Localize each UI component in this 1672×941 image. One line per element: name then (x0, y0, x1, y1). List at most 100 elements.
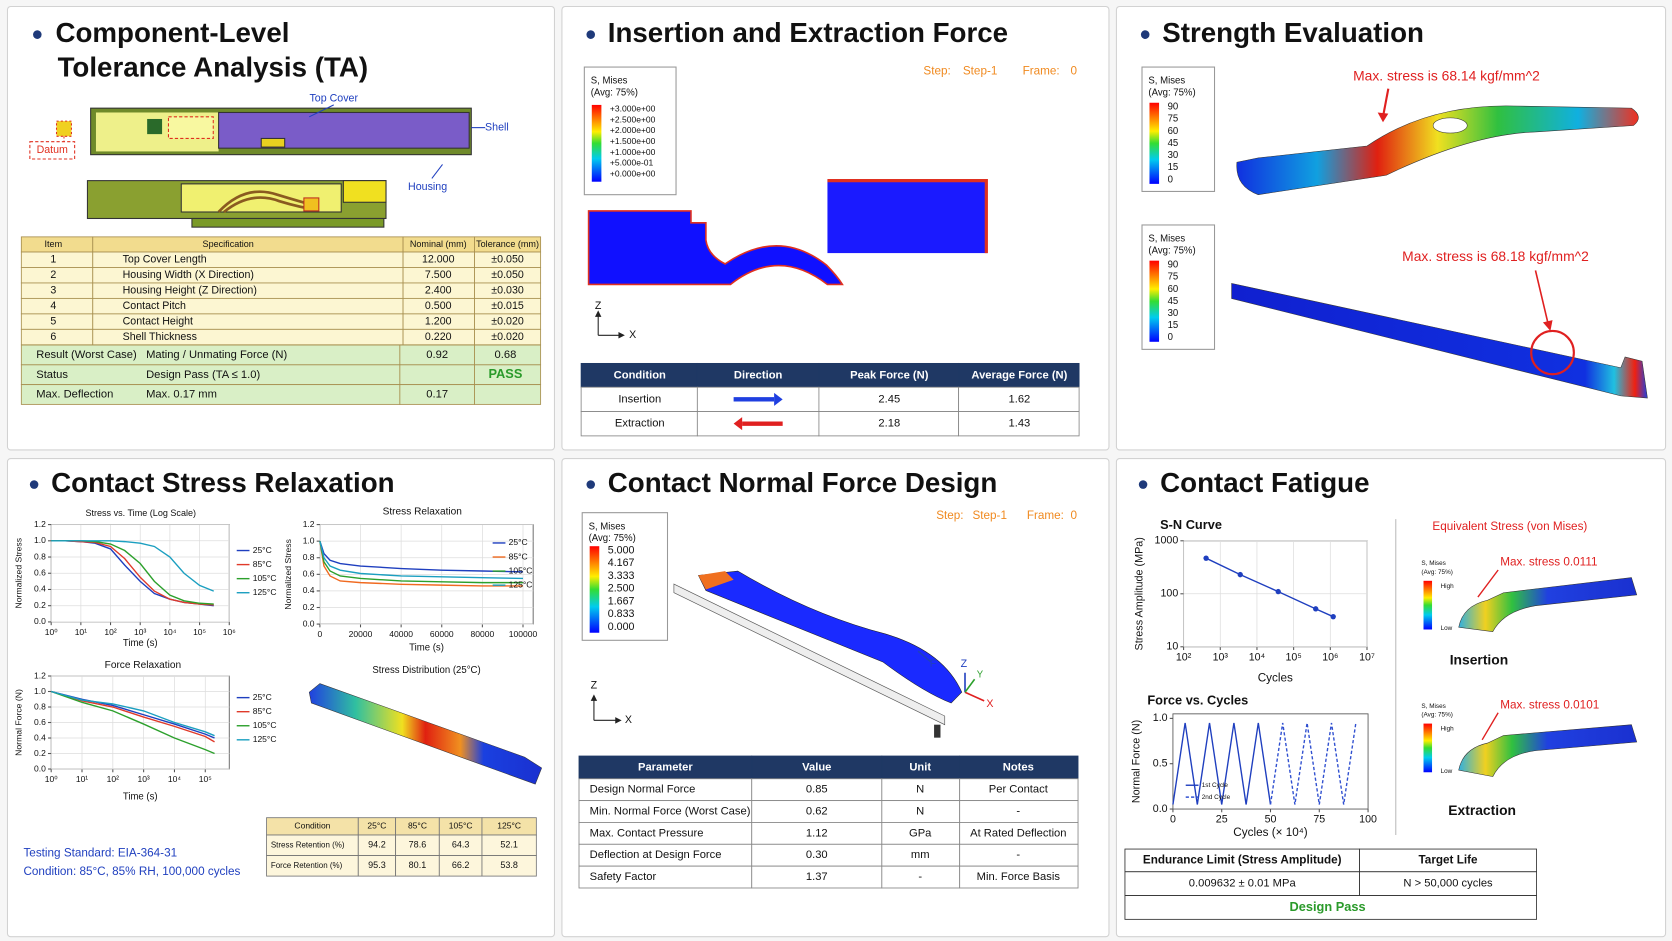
step: Step-1 (972, 508, 1007, 522)
legend-title: S, Mises (591, 76, 628, 87)
fea-model (1231, 88, 1648, 399)
series-line (50, 690, 215, 743)
x-tick-label: 100000 (509, 629, 538, 639)
x-tick-label: 10⁴ (163, 627, 176, 637)
table-header: Condition (294, 821, 330, 831)
bullet (29, 480, 39, 489)
table-cell-text: Contact Height (123, 315, 193, 327)
table-cell-text: - (918, 871, 922, 883)
y-axis-label: Normal Force (N) (14, 689, 24, 756)
table-cell-text: 95.3 (368, 860, 386, 870)
table-header: Nominal (mm) (410, 239, 467, 249)
legend-label: 85°C (253, 706, 272, 716)
legend-label: 60 (1168, 284, 1179, 295)
table-cell (20, 251, 94, 268)
figure-title: Equivalent Stress (von Mises) (1432, 519, 1587, 533)
legend-label: +2.000e+00 (610, 125, 656, 135)
y-tick-label: 0.6 (34, 717, 46, 727)
x-tick-label: 10³ (1213, 651, 1229, 663)
data-point (1237, 571, 1243, 578)
series-line (51, 540, 214, 592)
table-cell-text: GPa (909, 827, 932, 839)
table-cell-text: 0.92 (426, 349, 448, 361)
series-line (319, 541, 523, 587)
table-cell (474, 384, 542, 405)
callout: Housing (408, 181, 447, 193)
legend-subtitle: (Avg: 75%) (1421, 712, 1453, 719)
legend-label: 90 (1168, 102, 1179, 113)
table-cell (959, 865, 1079, 889)
step-label: Step: (923, 63, 950, 77)
table-header: 105°C (449, 821, 473, 831)
legend-label: 3.333 (608, 570, 635, 582)
legend-label: 105°C (253, 720, 277, 730)
x-tick-label: 25 (1216, 814, 1228, 826)
color-bar (1423, 580, 1433, 630)
table-cell-text: Top Cover Length (123, 254, 207, 266)
legend-label: 15 (1168, 320, 1179, 331)
panel-title: Contact Stress Relaxation (51, 467, 394, 498)
table-header: 25°C (367, 821, 386, 831)
table-cell-text: At Rated Deflection (970, 827, 1066, 839)
table-cell-text: 0.30 (806, 849, 828, 861)
table-cell-text: 2 (50, 269, 56, 281)
table-cell-text: 0.68 (495, 349, 517, 361)
y-tick-label: 10 (1166, 641, 1178, 653)
legend-label: 105°C (509, 565, 533, 575)
y-tick-label: 100 (1160, 588, 1178, 600)
y-tick-label: 0.2 (34, 748, 46, 758)
table-header: 125°C (497, 821, 521, 831)
panel-title: Component-Level (55, 17, 289, 48)
table-cell-text: 2.400 (425, 285, 452, 297)
frame-label: Frame: (1023, 63, 1060, 77)
annotation: Max. stress 0.0101 (1500, 697, 1599, 711)
bullet (586, 480, 595, 489)
x-tick-label: 50 (1265, 814, 1277, 826)
figure-title: Stress Distribution (25°C) (372, 665, 480, 676)
fea-model (587, 179, 988, 339)
x-tick-label: 10² (104, 627, 116, 637)
fea-model (1458, 569, 1638, 777)
y-axis-label: Stress Amplitude (MPa) (1134, 537, 1146, 650)
legend-title: S, Mises (1421, 560, 1446, 567)
table-cell-text: 7.500 (425, 269, 452, 281)
table-header: Tolerance (mm) (476, 239, 539, 249)
series-line (319, 541, 523, 584)
table-cell-text: 1.12 (806, 827, 828, 839)
legend-label: 60 (1168, 126, 1179, 137)
table-cell-text: 6 (50, 331, 56, 343)
callout: Datum (37, 144, 68, 156)
table-cell-text: ±0.030 (491, 285, 524, 297)
chart-title: Force vs. Cycles (1147, 692, 1248, 707)
legend-label: 75 (1168, 114, 1179, 125)
step: Step-1 (963, 63, 998, 77)
x-tick-label: 10⁰ (45, 774, 58, 784)
annotation: Max. stress 0.0111 (1500, 555, 1597, 569)
x-axis-label: Cycles (1258, 670, 1293, 684)
table-cell-text: Force Retention (%) (271, 861, 343, 870)
legend-label: 0 (1168, 174, 1173, 185)
table-cell-text: - (1016, 849, 1020, 861)
legend-label: 25°C (253, 692, 272, 702)
color-bar (1149, 260, 1160, 342)
fea-model (308, 683, 543, 785)
table-cell (818, 386, 960, 412)
frame: 0 (1071, 508, 1078, 522)
x-tick-label: 10⁵ (1286, 651, 1302, 663)
table-header: Unit (909, 761, 931, 773)
x-tick-label: 10⁷ (1359, 651, 1375, 663)
x-axis-label: Time (s) (123, 638, 158, 649)
x-tick-label: 100 (1359, 814, 1377, 826)
y-tick-label: 0.2 (303, 602, 315, 612)
table-cell-text: 1 (50, 254, 56, 266)
table-cell-text: Contact Pitch (123, 300, 186, 312)
chart-title: Stress vs. Time (Log Scale) (85, 508, 196, 518)
series-line (50, 690, 215, 737)
annotation: Max. stress is 68.18 kgf/mm^2 (1402, 248, 1589, 264)
table-cell (1124, 895, 1537, 920)
legend-label: 85°C (509, 551, 528, 561)
series-line (319, 540, 524, 580)
x-tick-label: 60000 (430, 629, 454, 639)
